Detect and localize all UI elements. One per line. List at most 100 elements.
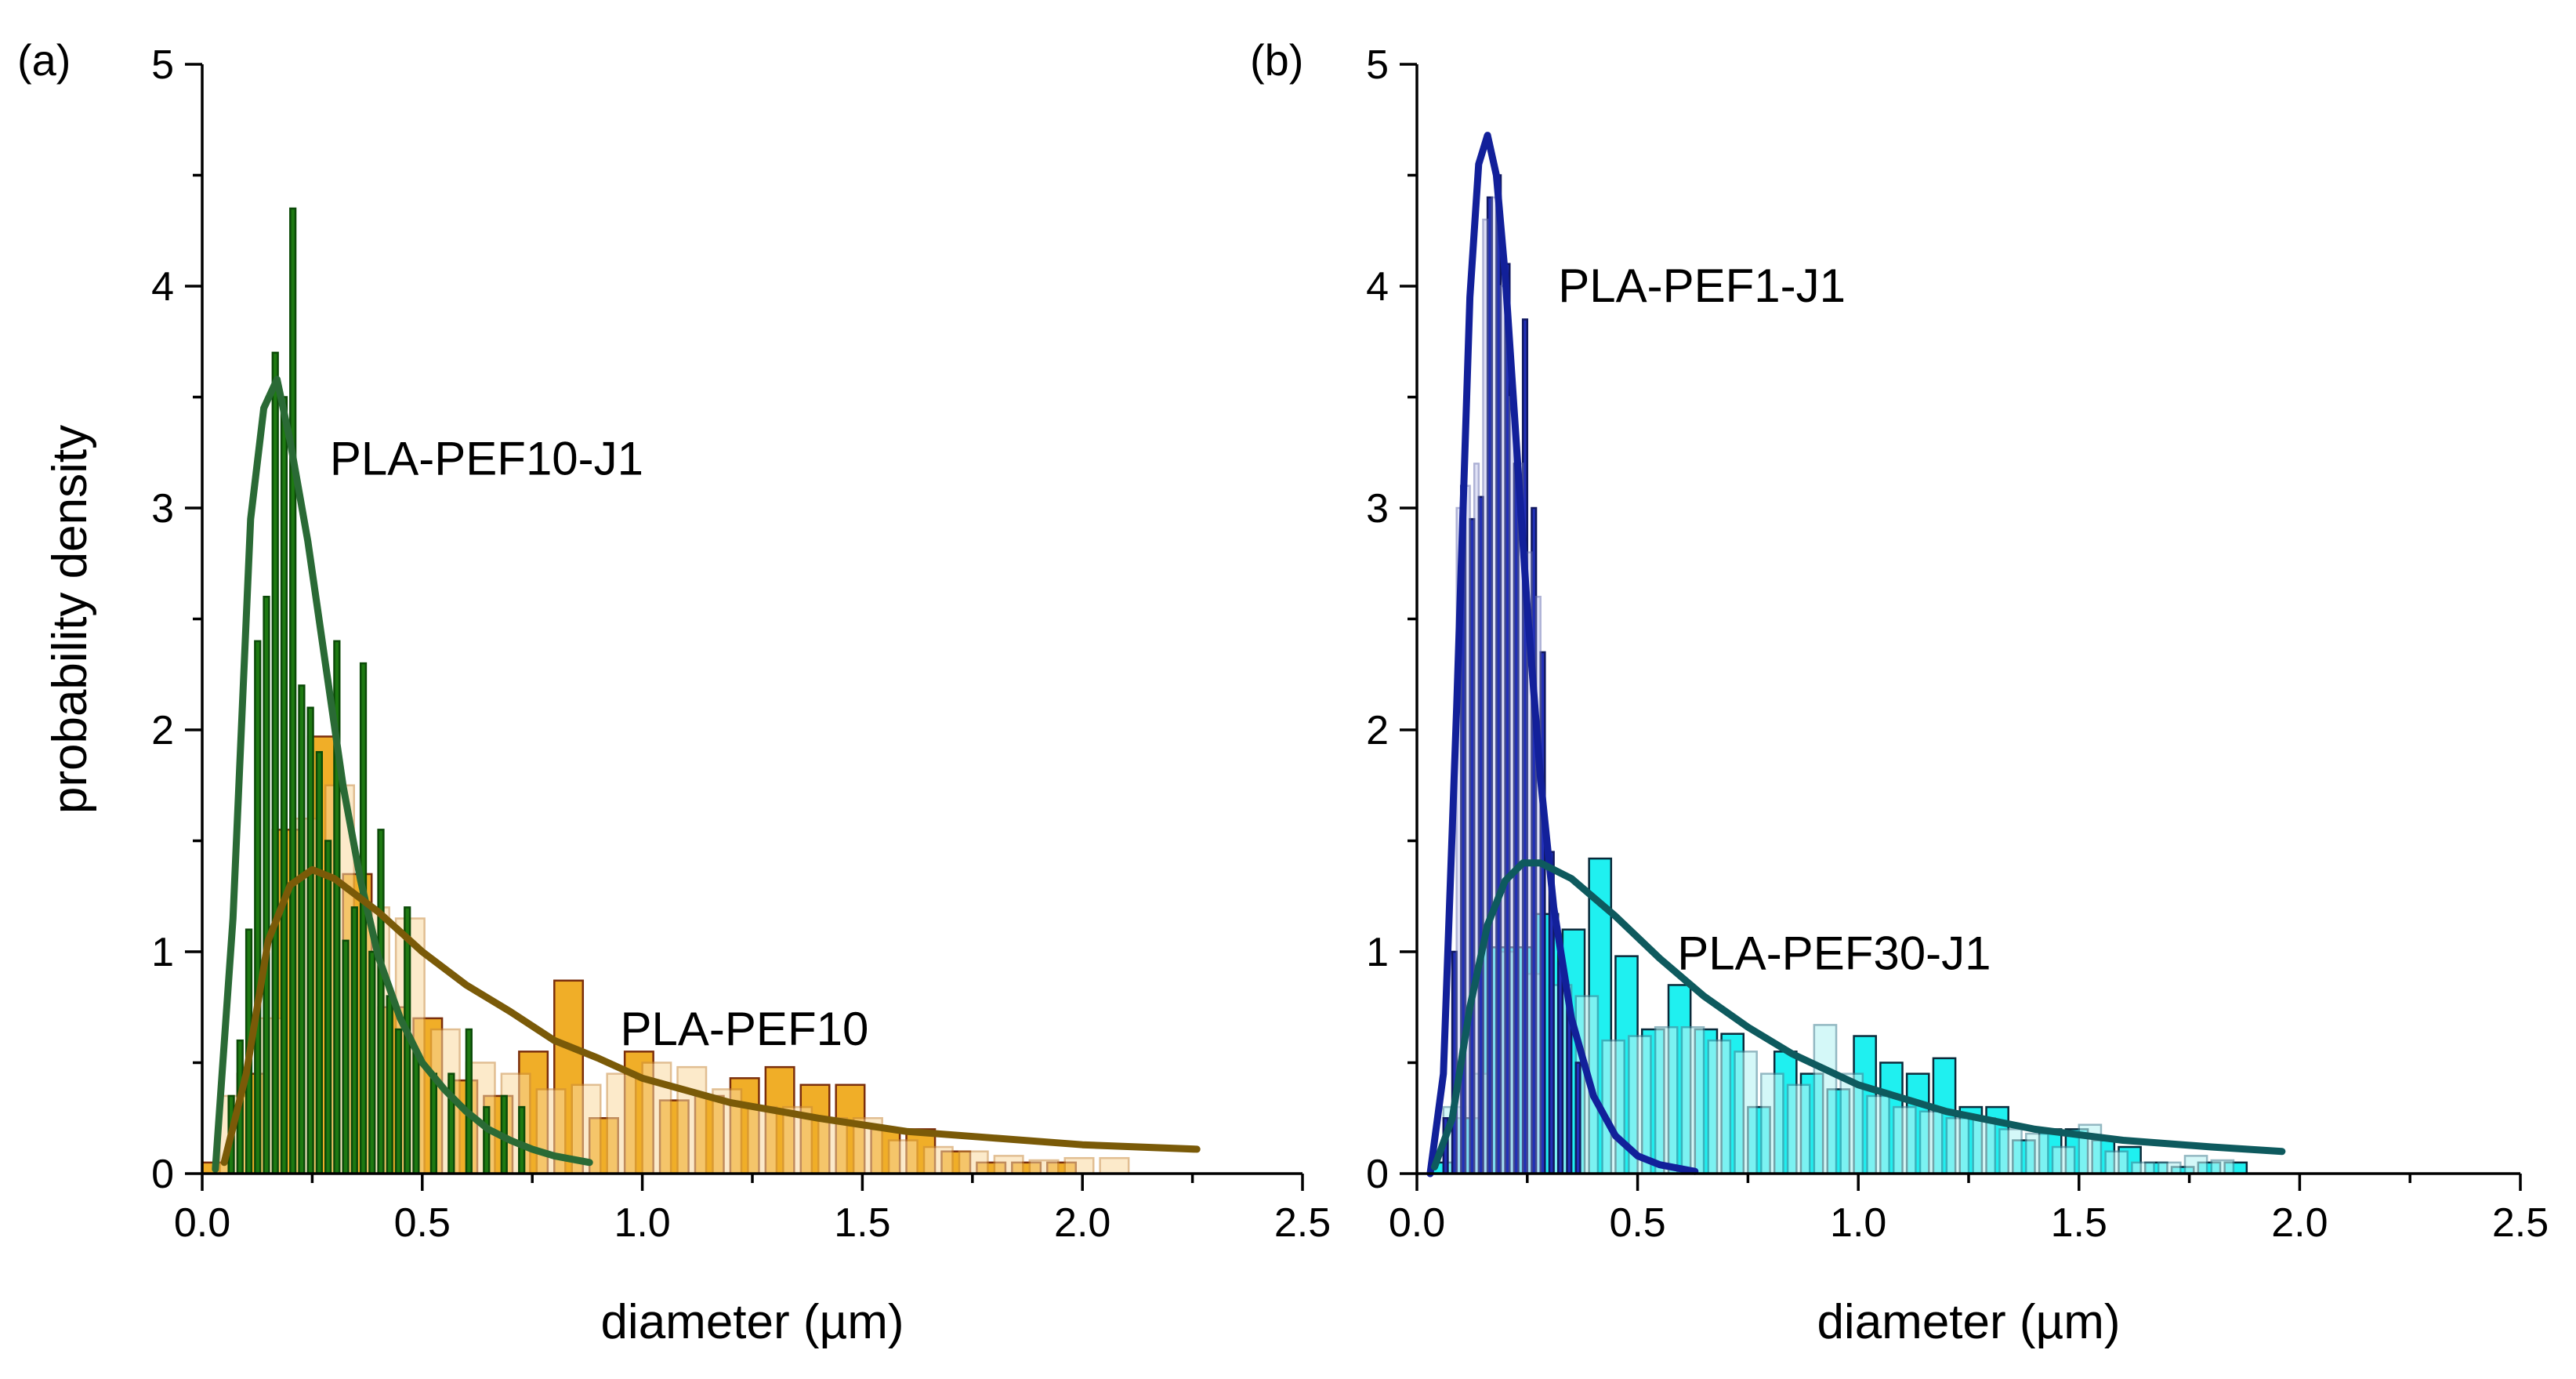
bar: [1680, 1025, 1705, 1175]
bar: [1893, 1105, 1917, 1175]
bar: [483, 1105, 491, 1175]
bar: [1786, 1083, 1811, 1175]
y-tick-label: 1: [151, 930, 174, 975]
bar: [2210, 1159, 2235, 1175]
bar: [2051, 1145, 2076, 1175]
bar: [1707, 1039, 1732, 1175]
bar: [518, 1105, 526, 1175]
bar: [306, 706, 314, 1175]
bar: [1473, 463, 1480, 1175]
bar: [2104, 1150, 2129, 1175]
x-tick-label: 1.5: [834, 1200, 890, 1246]
bar: [377, 829, 385, 1175]
bar: [1734, 1051, 1758, 1175]
y-axis-label: probability density: [43, 425, 97, 814]
y-tick-label: 3: [151, 486, 174, 532]
bar: [1918, 1110, 1944, 1175]
y-tick-label: 0: [1366, 1152, 1389, 1197]
bar: [922, 1145, 954, 1175]
bar: [1063, 1156, 1095, 1175]
bar: [606, 1072, 637, 1175]
bar: [447, 1072, 455, 1175]
x-tick-label: 0.5: [1609, 1200, 1665, 1246]
bar: [280, 396, 288, 1175]
bar: [1556, 961, 1564, 1175]
fit-line: [212, 376, 593, 1173]
x-axis-label: diameter (µm): [1817, 1295, 2120, 1349]
axes: 0.0 0.5 1.0 1.5 2.0 2.5 0 1 2 3 4 5: [151, 42, 1331, 1246]
bar: [993, 1155, 1024, 1175]
bar: [676, 1065, 708, 1175]
bar: [1566, 1006, 1573, 1175]
bar: [1509, 396, 1516, 1175]
bar: [350, 906, 358, 1175]
plot-area: [1426, 132, 2286, 1178]
x-tick-label: 2.5: [1274, 1200, 1331, 1246]
x-tick-label: 0.5: [394, 1200, 451, 1246]
y-tick-label: 1: [1366, 930, 1389, 975]
x-tick-label: 2.5: [2492, 1200, 2549, 1246]
y-tick-label: 4: [151, 264, 174, 310]
bar: [429, 1072, 438, 1175]
bar: [368, 950, 376, 1175]
bar: [1866, 1094, 1890, 1175]
bar: [535, 1088, 567, 1175]
bar: [324, 840, 332, 1175]
panel-a: 0.0 0.5 1.0 1.5 2.0 2.5 0 1 2 3 4 5 diameter (µm) pro…: [17, 35, 1331, 1349]
bar: [1099, 1156, 1130, 1175]
x-tick-label: 1.0: [1830, 1200, 1886, 1246]
annotation-label: PLA-PEF10-J1: [330, 433, 643, 485]
bar: [342, 939, 350, 1175]
bar: [1491, 196, 1498, 1175]
y-tick-label: 0: [151, 1152, 174, 1197]
y-tick-label: 5: [151, 42, 174, 88]
bar: [817, 1117, 848, 1175]
bar: [1972, 1117, 1997, 1175]
plot-area: [201, 207, 1201, 1175]
axes: 0.0 0.5 1.0 1.5 2.0 2.5 0 1 2 3 4 5: [1366, 42, 2549, 1246]
bar: [1574, 1061, 1581, 1175]
x-tick-label: 1.5: [2051, 1200, 2107, 1246]
bar: [958, 1150, 989, 1175]
bar: [1839, 1072, 1864, 1175]
y-tick-label: 5: [1366, 42, 1389, 88]
fit-line: [220, 866, 1201, 1167]
bar: [315, 751, 324, 1175]
annotation-label: PLA-PEF10: [621, 1003, 869, 1055]
bar: [289, 207, 297, 1175]
x-tick-label: 1.0: [614, 1200, 670, 1246]
x-tick-label: 2.0: [2271, 1200, 2328, 1246]
bar: [271, 351, 279, 1175]
bar: [1654, 1025, 1679, 1175]
y-tick-label: 2: [151, 708, 174, 753]
bar: [1813, 1024, 1838, 1175]
bar: [394, 1028, 403, 1175]
x-axis-label: diameter (µm): [600, 1295, 904, 1349]
bar: [2157, 1161, 2182, 1175]
bar: [747, 1105, 778, 1175]
bar: [263, 595, 270, 1175]
y-tick-label: 3: [1366, 486, 1389, 532]
x-tick-label: 2.0: [1054, 1200, 1110, 1246]
y-tick-label: 2: [1366, 708, 1389, 753]
bar: [1945, 1117, 1970, 1175]
x-tick-label: 0.0: [174, 1200, 230, 1246]
annotation-label: PLA-PEF30-J1: [1677, 927, 1991, 980]
bar: [2183, 1155, 2208, 1175]
bar: [465, 1028, 473, 1175]
y-tick-label: 4: [1366, 264, 1389, 310]
bar: [1534, 595, 1542, 1175]
bar: [412, 1051, 420, 1175]
bar: [254, 640, 262, 1175]
bar: [1482, 218, 1489, 1175]
bar: [1028, 1159, 1060, 1175]
bar: [2024, 1132, 2049, 1175]
bar: [1464, 484, 1471, 1175]
fit-line: [1431, 859, 2286, 1170]
bar: [298, 684, 306, 1175]
bar: [359, 662, 368, 1175]
bar: [887, 1139, 918, 1175]
annotation-label: PLA-PEF1-J1: [1558, 259, 1846, 312]
fit-line: [1426, 132, 1699, 1178]
